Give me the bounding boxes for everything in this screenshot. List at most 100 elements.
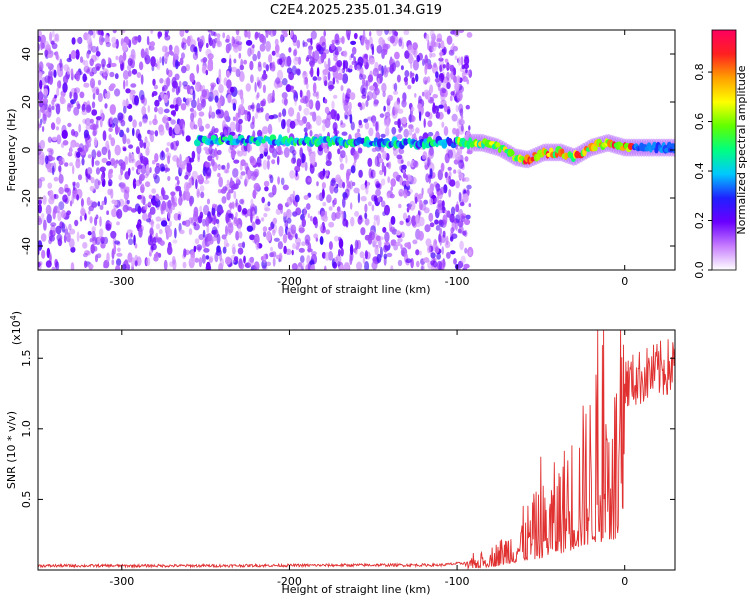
noise-blob: [466, 32, 473, 38]
noise-blob: [81, 157, 85, 166]
noise-blob: [160, 92, 166, 100]
noise-blob: [402, 92, 407, 102]
noise-blob: [122, 51, 127, 62]
noise-blob: [76, 157, 80, 162]
noise-blob: [278, 58, 283, 65]
noise-blob: [227, 222, 234, 234]
noise-blob: [288, 47, 292, 53]
noise-blob: [96, 46, 99, 54]
noise-blob: [98, 34, 104, 46]
noise-blob: [154, 153, 159, 163]
noise-blob: [378, 36, 384, 46]
noise-blob: [137, 133, 142, 142]
noise-blob: [339, 163, 345, 171]
noise-blob: [298, 104, 302, 112]
noise-blob: [222, 32, 226, 39]
noise-blob: [458, 225, 464, 234]
noise-blob: [293, 56, 299, 66]
noise-blob: [107, 149, 111, 160]
noise-blob: [87, 231, 92, 236]
noise-blob: [403, 188, 408, 199]
noise-blob: [230, 150, 237, 156]
noise-blob: [54, 94, 58, 99]
noise-blob: [259, 143, 266, 155]
noise-blob: [430, 252, 436, 259]
noise-blob: [53, 69, 57, 78]
noise-blob: [174, 227, 177, 239]
noise-blob: [341, 36, 345, 45]
noise-blob: [244, 162, 249, 172]
noise-blob: [138, 61, 144, 71]
noise-blob: [318, 46, 324, 55]
noise-blob: [327, 80, 334, 92]
noise-blob: [384, 204, 390, 216]
noise-blob: [196, 244, 203, 251]
noise-blob: [231, 201, 235, 210]
noise-blob: [373, 101, 379, 107]
noise-blob: [461, 64, 465, 70]
spectrogram-marks: [38, 30, 675, 270]
noise-blob: [201, 101, 205, 109]
noise-blob: [207, 155, 213, 162]
noise-blob: [182, 123, 186, 132]
noise-blob: [450, 227, 455, 234]
noise-blob: [277, 145, 282, 155]
noise-blob: [225, 43, 231, 54]
noise-blob: [102, 68, 109, 77]
noise-blob: [378, 239, 382, 249]
noise-blob: [310, 264, 316, 270]
noise-blob: [167, 175, 171, 182]
noise-blob: [382, 150, 387, 160]
noise-blob: [116, 221, 120, 226]
noise-blob: [150, 219, 154, 229]
noise-blob: [43, 219, 47, 231]
noise-blob: [68, 223, 72, 231]
noise-blob: [377, 196, 381, 203]
noise-blob: [185, 190, 191, 202]
noise-blob: [453, 75, 458, 84]
noise-blob: [216, 149, 222, 155]
snr-y-label: SNR (10 * v/v): [5, 411, 18, 489]
noise-blob: [41, 213, 45, 219]
noise-blob: [384, 111, 391, 118]
noise-blob: [251, 102, 255, 112]
noise-blob: [69, 91, 72, 99]
noise-blob: [233, 159, 240, 164]
noise-blob: [67, 122, 72, 128]
noise-blob: [447, 166, 452, 171]
noise-blob: [392, 171, 399, 179]
noise-blob: [114, 199, 118, 206]
noise-blob: [205, 123, 211, 129]
noise-blob: [321, 52, 327, 60]
noise-blob: [84, 117, 92, 126]
noise-blob: [175, 59, 179, 70]
noise-blob: [101, 58, 106, 68]
noise-blob: [285, 248, 292, 255]
noise-blob: [420, 264, 425, 270]
noise-blob: [252, 189, 257, 200]
noise-blob: [381, 82, 387, 93]
noise-blob: [357, 56, 364, 68]
noise-blob: [253, 233, 260, 245]
noise-blob: [466, 184, 472, 190]
noise-blob: [199, 205, 203, 213]
noise-blob: [47, 182, 53, 189]
noise-blob: [215, 218, 220, 224]
noise-blob: [344, 114, 348, 120]
noise-blob: [303, 107, 310, 116]
noise-blob: [59, 236, 62, 247]
noise-blob: [455, 151, 461, 161]
noise-blob: [91, 109, 98, 116]
noise-blob: [417, 193, 424, 200]
noise-blob: [271, 50, 276, 56]
noise-blob: [150, 30, 154, 35]
noise-blob: [51, 165, 55, 176]
noise-blob: [358, 214, 363, 220]
noise-blob: [401, 164, 407, 170]
noise-blob: [385, 126, 390, 137]
noise-blob: [356, 261, 363, 270]
noise-blob: [44, 75, 51, 83]
noise-blob: [256, 92, 260, 99]
noise-blob: [288, 107, 295, 117]
